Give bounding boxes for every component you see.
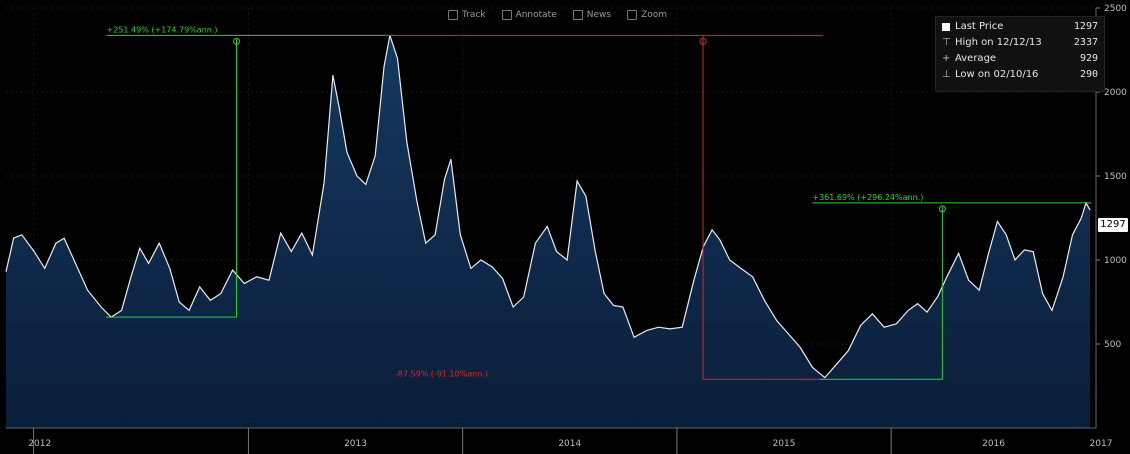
price-area xyxy=(6,35,1091,429)
legend: Last Price 1297 ⊤ High on 12/12/13 2337 +… xyxy=(935,16,1105,92)
zoom-icon xyxy=(627,10,638,20)
legend-label: Low on 02/10/16 xyxy=(955,69,1039,80)
news-icon xyxy=(572,10,583,20)
legend-item-high: ⊤ High on 12/12/13 2337 xyxy=(942,37,1098,48)
news-label: News xyxy=(586,10,612,20)
x-tick-label: 2012 xyxy=(28,439,51,449)
x-tick-label: 2017 xyxy=(1090,439,1113,449)
y-tick-label: 1500 xyxy=(1104,172,1127,182)
zoom-button[interactable]: Zoom xyxy=(627,10,667,20)
y-tick-label: 2500 xyxy=(1104,4,1127,14)
legend-item-average: + Average 929 xyxy=(942,53,1098,64)
news-button[interactable]: News xyxy=(572,10,612,20)
annotate-label: Annotate xyxy=(515,10,557,20)
y-tick-label: 500 xyxy=(1104,340,1121,350)
average-marker-icon: + xyxy=(942,53,951,64)
annotation-marker xyxy=(233,37,241,45)
track-icon xyxy=(448,10,458,20)
annotation-marker xyxy=(699,37,707,45)
track-label: Track xyxy=(462,10,486,20)
price-line xyxy=(5,35,1091,379)
annotation-layer: +251.49% (+174.79%ann.) -87.59% (-91.10%a… xyxy=(106,25,1092,380)
area-layer xyxy=(5,35,1091,429)
annotate-button[interactable]: Annotate xyxy=(501,10,557,20)
legend-label: High on 12/12/13 xyxy=(955,37,1042,48)
track-button[interactable]: Track xyxy=(448,10,486,20)
y-tick-label: 2000 xyxy=(1104,88,1127,98)
x-tick-label: 2015 xyxy=(773,439,796,449)
pencil-icon xyxy=(501,10,512,20)
x-tick-label: 2016 xyxy=(982,439,1005,449)
white-square-icon xyxy=(942,22,950,31)
zoom-label: Zoom xyxy=(641,10,668,20)
legend-item-low: ⊥ Low on 02/10/16 290 xyxy=(942,69,1098,80)
y-tick-label: 1000 xyxy=(1104,256,1127,266)
last-price-tag: 1297 xyxy=(1098,218,1128,232)
chart-toolbar: Track Annotate News Zoom xyxy=(448,10,667,20)
legend-label: Last Price xyxy=(955,21,1004,32)
legend-value: 929 xyxy=(1079,53,1098,64)
legend-value: 2337 xyxy=(1073,37,1098,48)
x-axis: 2012 2013 2014 2015 2016 2017 xyxy=(6,427,1113,454)
annotation-label: +251.49% (+174.79%ann.) xyxy=(107,25,218,34)
x-tick-label: 2013 xyxy=(344,439,367,449)
x-tick-label: 2014 xyxy=(558,439,581,449)
low-marker-icon: ⊥ xyxy=(942,69,951,80)
high-marker-icon: ⊤ xyxy=(942,37,951,48)
legend-value: 1297 xyxy=(1073,21,1098,32)
legend-value: 290 xyxy=(1079,69,1098,80)
legend-item-last-price: Last Price 1297 xyxy=(942,21,1098,32)
annotation-label: -87.59% (-91.10%ann.) xyxy=(395,369,488,378)
legend-label: Average xyxy=(955,53,997,64)
annotation-label: +361.69% (+296.24%ann.) xyxy=(812,193,923,202)
annotation-marker xyxy=(938,205,946,213)
